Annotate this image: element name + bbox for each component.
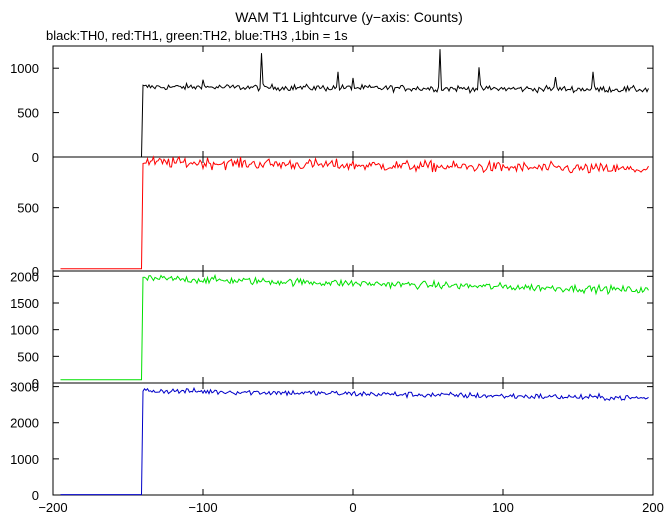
y-tick-label: 0 (32, 150, 39, 165)
y-tick-label: 1000 (10, 61, 39, 76)
y-tick-label: 500 (17, 349, 39, 364)
panels-layer: 0500100005000500100015002000010002000300… (10, 45, 654, 503)
x-tick-label: 200 (642, 500, 664, 515)
panel-th1: 0 500 (17, 155, 654, 279)
x-tick-label: 100 (492, 500, 514, 515)
chart-subtitle: black:TH0, red:TH1, green:TH2, blue:TH3 … (46, 28, 348, 43)
y-tick-label: 1000 (10, 323, 39, 338)
y-tick-label: 500 (17, 201, 39, 216)
x-tick-label: 0 (349, 500, 356, 515)
series-line-th1 (60, 155, 649, 270)
x-axis: −200 −100 0 100 200 (38, 500, 664, 515)
y-tick-label: 0 (32, 376, 39, 391)
series-line-th3 (60, 386, 649, 496)
chart-title: WAM T1 Lightcurve (y−axis: Counts) (235, 9, 463, 25)
y-tick-label: 1000 (10, 452, 39, 467)
x-tick-label: −100 (188, 500, 217, 515)
series-line-th0 (60, 49, 649, 158)
y-tick-label: 1500 (10, 296, 39, 311)
series-line-th2 (60, 273, 649, 381)
y-tick-label: 2000 (10, 269, 39, 284)
y-tick-label: 3000 (10, 380, 39, 395)
panel-th3: 0 1000 2000 3000 (10, 380, 654, 503)
x-tick-label: −200 (38, 500, 67, 515)
panel-th2: 0 500 1000 1500 2000 (10, 269, 654, 391)
y-tick-label: 0 (32, 264, 39, 279)
y-tick-label: 0 (32, 488, 39, 503)
y-tick-label: 2000 (10, 416, 39, 431)
y-tick-label: 500 (17, 106, 39, 121)
panel-th0: 0 500 1000 (10, 45, 654, 165)
